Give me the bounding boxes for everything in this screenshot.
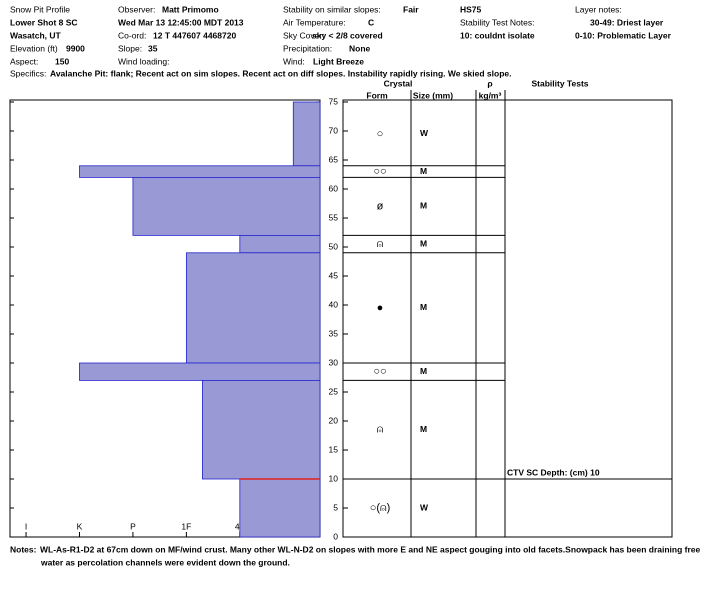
- hardness-bar: [239, 234, 321, 254]
- hardness-bar: [132, 176, 321, 236]
- label: Wind loading:: [118, 56, 170, 66]
- layer-frame: [342, 99, 673, 538]
- value: sky < 2/8 covered: [312, 30, 383, 40]
- plot: 051015202530354045505560657075IKP1F4FF○W…: [10, 96, 672, 541]
- column-header: Crystal: [384, 78, 413, 88]
- y-tick-label: 15: [329, 444, 339, 454]
- x-tick-label: 1F: [181, 521, 191, 531]
- column-header: Form: [366, 90, 388, 100]
- value: 150: [55, 56, 69, 66]
- y-tick-label: 50: [329, 241, 339, 251]
- moisture: M: [420, 424, 427, 434]
- y-tick-label: 60: [329, 183, 339, 193]
- value: 35: [148, 43, 158, 53]
- x-tick-label: K: [77, 521, 83, 531]
- value: C: [368, 17, 374, 27]
- label: Sky Cover:: [283, 30, 325, 40]
- column-header: Stability Tests: [532, 78, 589, 88]
- y-tick-label: 55: [329, 212, 339, 222]
- value: 12 T 447607 4468720: [153, 30, 236, 40]
- hardness-bar: [239, 478, 321, 538]
- moisture: W: [420, 502, 429, 512]
- value: Light Breeze: [313, 56, 364, 66]
- label: Specifics:: [10, 68, 46, 78]
- label: Aspect:: [10, 56, 38, 66]
- hardness-bar: [202, 379, 321, 480]
- y-tick-label: 45: [329, 270, 339, 280]
- value: None: [349, 43, 371, 53]
- y-tick-label: 35: [329, 328, 339, 338]
- label: Co-ord:: [118, 30, 146, 40]
- value: Fair: [403, 4, 419, 14]
- notes-label: Notes:: [10, 544, 37, 554]
- moisture: M: [420, 366, 427, 376]
- column-header: ρ: [487, 78, 492, 88]
- label: Slope:: [118, 43, 142, 53]
- label: Wind:: [283, 56, 305, 66]
- moisture: M: [420, 201, 427, 211]
- header: Snow Pit Profile Lower Shot 8 SC Wasatch…: [10, 4, 672, 78]
- y-tick-label: 40: [329, 299, 339, 309]
- label: Layer notes:: [575, 4, 622, 14]
- y-tick-label: 0: [333, 531, 338, 541]
- notes: Notes: WL-As-R1-D2 at 67cm down on MF/wi…: [10, 544, 701, 567]
- label: Air Temperature:: [283, 17, 346, 27]
- y-tick-label: 75: [329, 96, 339, 106]
- moisture: M: [420, 166, 427, 176]
- label: Observer:: [118, 4, 155, 14]
- note: 30-49: Driest layer: [590, 17, 664, 27]
- column-headers: Crystal Form Size (mm) ρ kg/m³ Stability…: [366, 78, 588, 100]
- note: 0-10: Problematic Layer: [575, 30, 672, 40]
- notes-text: water as percolation channels were evide…: [40, 557, 290, 567]
- grain-form: ○: [377, 128, 384, 140]
- moisture: W: [420, 128, 429, 138]
- grain-form: ○○: [373, 366, 386, 378]
- grain-form: ⍝: [377, 238, 384, 250]
- moisture: M: [420, 302, 427, 312]
- value: 9900: [66, 43, 85, 53]
- hs: HS75: [460, 4, 482, 14]
- column-header: Size (mm): [413, 90, 453, 100]
- hardness-bar: [79, 165, 321, 178]
- datetime: Wed Mar 13 12:45:00 MDT 2013: [118, 17, 244, 27]
- y-tick-label: 30: [329, 357, 339, 367]
- grain-form: ○(⍝): [370, 502, 391, 514]
- hardness-bar: [79, 362, 321, 381]
- grain-form: ○○: [373, 166, 386, 178]
- hardness-bar: [292, 101, 321, 167]
- y-tick-label: 25: [329, 386, 339, 396]
- location: Lower Shot 8 SC: [10, 17, 78, 27]
- hardness-bar: [185, 252, 321, 364]
- x-tick-label: I: [25, 521, 27, 531]
- y-tick-label: 70: [329, 125, 339, 135]
- grain-form: ●: [377, 302, 384, 314]
- moisture: M: [420, 238, 427, 248]
- y-tick-label: 20: [329, 415, 339, 425]
- value: Matt Primomo: [162, 4, 219, 14]
- label: Stability Test Notes:: [460, 17, 535, 27]
- label: Precipitation:: [283, 43, 332, 53]
- x-tick-label: P: [130, 521, 136, 531]
- region: Wasatch, UT: [10, 30, 62, 40]
- y-tick-label: 65: [329, 154, 339, 164]
- column-header: kg/m³: [479, 90, 502, 100]
- label: Elevation (ft): [10, 43, 58, 53]
- stability-label: CTV SC Depth: (cm) 10: [507, 467, 600, 477]
- value: Avalanche Pit: flank; Recent act on sim …: [50, 68, 511, 78]
- label: Stability on similar slopes:: [283, 4, 381, 14]
- grain-form: ø: [377, 200, 384, 212]
- y-tick-label: 10: [329, 473, 339, 483]
- notes-text: WL-As-R1-D2 at 67cm down on MF/wind crus…: [40, 544, 701, 554]
- title: Snow Pit Profile: [10, 4, 70, 14]
- grain-form: ⍝: [377, 424, 384, 436]
- note: 10: couldnt isolate: [460, 30, 535, 40]
- y-tick-label: 5: [333, 502, 338, 512]
